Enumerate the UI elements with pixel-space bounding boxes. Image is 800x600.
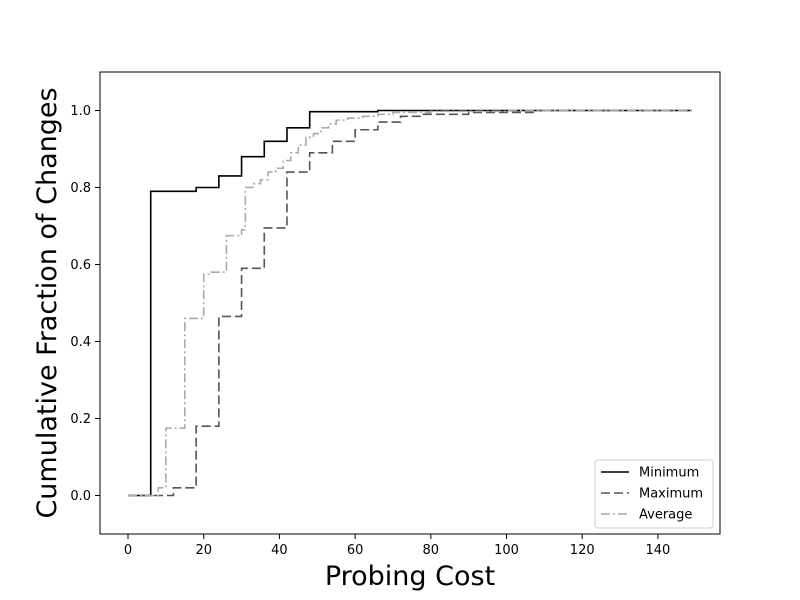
x-tick-label: 20 — [195, 543, 212, 558]
x-tick-label: 0 — [124, 543, 132, 558]
plot-frame — [99, 71, 721, 535]
series-line-minimum — [128, 109, 692, 497]
y-axis: 0.0 0.2 0.4 0.6 0.8 1.0 — [70, 104, 100, 504]
x-tick-label: 60 — [347, 543, 364, 558]
legend-label-maximum: Maximum — [639, 487, 703, 502]
y-tick-label: 0.0 — [70, 489, 91, 504]
y-tick-label: 1.0 — [70, 104, 91, 119]
x-tick-label: 140 — [646, 543, 671, 558]
series-line-maximum — [128, 109, 692, 497]
y-axis-title: Cumulative Fraction of Changes — [32, 87, 63, 518]
series-line-average — [128, 109, 692, 497]
x-axis: 0 20 40 60 80 100 120 140 — [124, 534, 670, 558]
x-tick-label: 80 — [423, 543, 440, 558]
y-tick-label: 0.2 — [70, 412, 91, 427]
series-layer — [128, 109, 692, 497]
x-tick-label: 100 — [494, 543, 519, 558]
y-tick-label: 0.8 — [70, 181, 91, 196]
legend-label-average: Average — [639, 508, 692, 523]
x-tick-label: 120 — [570, 543, 595, 558]
legend-label-minimum: Minimum — [639, 466, 699, 481]
y-tick-label: 0.4 — [70, 335, 91, 350]
x-tick-label: 40 — [271, 543, 288, 558]
x-axis-title: Probing Cost — [325, 561, 495, 592]
y-tick-label: 0.6 — [70, 258, 91, 273]
legend: Minimum Maximum Average — [594, 459, 714, 529]
legend-box — [594, 459, 714, 529]
